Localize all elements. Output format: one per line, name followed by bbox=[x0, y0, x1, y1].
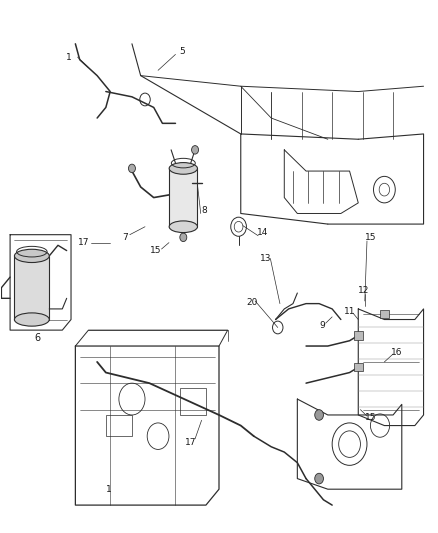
Text: 6: 6 bbox=[34, 333, 40, 343]
Text: 8: 8 bbox=[201, 206, 207, 215]
Bar bbox=[106, 415, 132, 436]
Ellipse shape bbox=[14, 313, 49, 326]
Bar bbox=[180, 389, 206, 415]
Bar bbox=[380, 310, 389, 318]
Text: 15: 15 bbox=[365, 233, 376, 242]
Text: 15: 15 bbox=[365, 413, 376, 422]
Text: 9: 9 bbox=[320, 321, 325, 330]
Bar bbox=[14, 256, 49, 319]
Text: 17: 17 bbox=[78, 238, 90, 247]
Bar bbox=[354, 363, 363, 372]
Bar bbox=[354, 331, 363, 340]
Bar bbox=[169, 168, 197, 227]
Text: 20: 20 bbox=[246, 298, 258, 307]
Circle shape bbox=[315, 473, 323, 484]
Circle shape bbox=[315, 410, 323, 420]
Text: 16: 16 bbox=[391, 348, 403, 357]
Text: 1: 1 bbox=[106, 484, 112, 494]
Text: 7: 7 bbox=[123, 233, 128, 242]
Circle shape bbox=[180, 233, 187, 241]
Text: 11: 11 bbox=[344, 307, 355, 316]
Circle shape bbox=[191, 146, 198, 154]
Text: 13: 13 bbox=[260, 254, 271, 263]
Text: 5: 5 bbox=[179, 47, 185, 56]
Ellipse shape bbox=[169, 221, 198, 232]
Ellipse shape bbox=[169, 163, 198, 174]
Ellipse shape bbox=[14, 249, 49, 263]
Text: 14: 14 bbox=[257, 228, 268, 237]
Text: 17: 17 bbox=[185, 438, 197, 447]
Circle shape bbox=[128, 164, 135, 173]
Text: 12: 12 bbox=[358, 286, 370, 295]
Text: 15: 15 bbox=[150, 246, 162, 255]
Text: 1: 1 bbox=[66, 53, 72, 62]
